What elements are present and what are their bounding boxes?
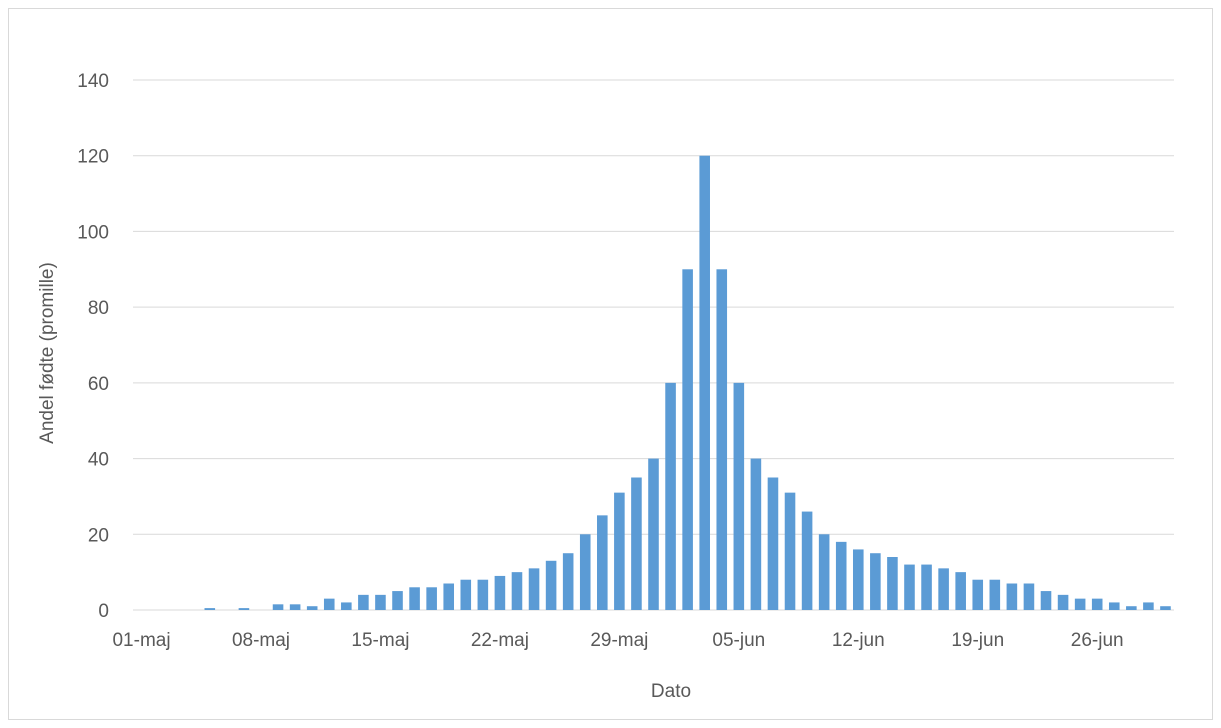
bars — [204, 155, 1171, 610]
bar — [887, 557, 898, 610]
bar — [375, 594, 386, 610]
y-tick-label: 80 — [88, 298, 109, 319]
bar — [614, 492, 625, 610]
x-tick-label: 19-jun — [951, 630, 1004, 651]
bar — [733, 382, 745, 610]
bar — [716, 269, 728, 610]
bar — [494, 575, 506, 610]
bar — [699, 155, 710, 610]
y-tick-label: 120 — [77, 147, 109, 168]
x-tick-label: 15-maj — [351, 630, 409, 651]
bar — [511, 572, 523, 610]
bar — [818, 534, 830, 610]
y-tick-label: 60 — [88, 374, 109, 395]
bar — [1143, 602, 1154, 610]
bar — [1023, 583, 1035, 610]
bar — [784, 492, 796, 610]
bar — [358, 594, 369, 610]
bar — [409, 587, 420, 610]
bar — [579, 534, 591, 610]
x-tick-label: 26-jun — [1071, 630, 1124, 651]
bar — [443, 583, 455, 610]
bar — [323, 598, 335, 610]
bar — [852, 549, 864, 610]
bar — [1006, 583, 1018, 610]
bar — [204, 608, 216, 610]
y-tick-label: 100 — [77, 222, 109, 243]
x-tick-labels: 01-maj 08-maj 15-maj 22-maj 29-maj 05-jun 12-j… — [112, 630, 1123, 651]
x-axis-title: Dato — [651, 681, 691, 702]
bar — [665, 382, 676, 610]
bar — [767, 477, 779, 610]
y-tick-label: 140 — [77, 71, 109, 92]
x-tick-label: 22-maj — [471, 630, 529, 651]
bar — [460, 579, 472, 610]
chart-frame: 0 20 40 60 80 100 120 140 01-maj 08-maj 15-maj 22-… — [8, 8, 1213, 720]
y-tick-label: 40 — [88, 450, 109, 471]
bar — [545, 560, 557, 610]
bar — [904, 564, 915, 610]
bar — [597, 515, 608, 610]
bar — [648, 458, 659, 610]
bar — [938, 568, 949, 610]
bar — [1074, 598, 1086, 610]
bar — [972, 579, 984, 610]
bar — [528, 568, 540, 610]
x-tick-label: 12-jun — [832, 630, 885, 651]
y-tick-label: 0 — [98, 601, 109, 622]
bar — [1108, 602, 1120, 610]
y-tick-label: 20 — [88, 525, 109, 546]
bar — [238, 608, 250, 610]
bar — [801, 511, 813, 610]
bar — [750, 458, 762, 610]
bar — [989, 579, 1001, 610]
y-axis-title: Andel fødte (promille) — [37, 262, 58, 444]
bar — [1160, 606, 1171, 610]
bar — [1040, 591, 1052, 610]
bar — [289, 604, 301, 610]
bar — [477, 579, 489, 610]
bar — [562, 553, 574, 610]
bar — [1091, 598, 1103, 610]
bar — [921, 564, 932, 610]
bar — [835, 541, 847, 610]
bar — [306, 606, 318, 610]
x-tick-label: 05-jun — [712, 630, 765, 651]
bar — [426, 587, 437, 610]
x-tick-label: 29-maj — [590, 630, 648, 651]
bar — [392, 591, 403, 610]
bar — [870, 553, 881, 610]
x-tick-label: 01-maj — [112, 630, 170, 651]
bar — [955, 572, 966, 610]
bar — [272, 604, 284, 610]
y-tick-labels: 0 20 40 60 80 100 120 140 — [77, 71, 109, 622]
x-tick-label: 08-maj — [232, 630, 290, 651]
bar — [1126, 606, 1137, 610]
bar — [341, 602, 352, 610]
bar — [631, 477, 642, 610]
bar — [682, 269, 693, 610]
bar — [1057, 594, 1069, 610]
bar-chart: 0 20 40 60 80 100 120 140 01-maj 08-maj 15-maj 22-… — [37, 71, 1174, 702]
